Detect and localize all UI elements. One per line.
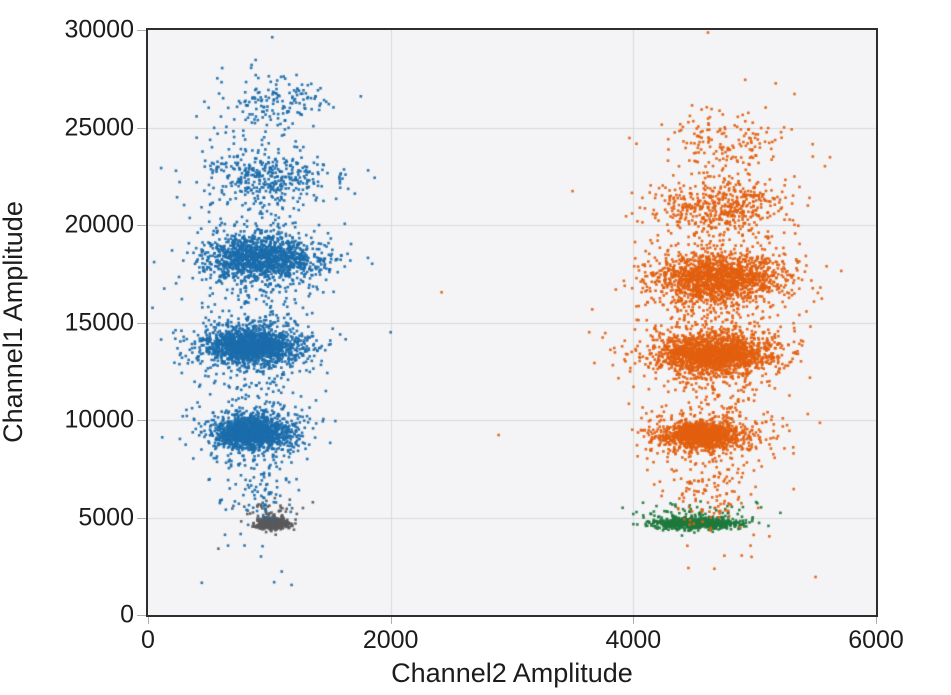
x-tick-mark-2000 xyxy=(390,617,392,624)
x-tick-label-6000: 6000 xyxy=(848,626,904,654)
y-tick-mark-5000 xyxy=(137,517,146,519)
y-tick-mark-15000 xyxy=(137,322,146,324)
x-tick-mark-6000 xyxy=(876,617,877,624)
x-tick-mark-0 xyxy=(148,617,149,624)
y-tick-mark-30000 xyxy=(137,30,146,31)
y-tick-label-0: 0 xyxy=(120,600,134,629)
y-tick-mark-10000 xyxy=(137,420,146,421)
x-tick-label-4000: 4000 xyxy=(605,626,662,654)
x-axis-title: Channel2 Amplitude xyxy=(391,658,633,688)
y-tick-mark-20000 xyxy=(137,225,146,226)
x-tick-mark-4000 xyxy=(633,617,635,624)
plot-area xyxy=(146,28,878,617)
y-tick-label-25000: 25000 xyxy=(64,113,134,141)
scatter-points-canvas xyxy=(148,30,876,615)
y-tick-mark-25000 xyxy=(137,127,146,129)
x-tick-label-2000: 2000 xyxy=(362,626,419,654)
y-tick-label-5000: 5000 xyxy=(78,503,134,531)
x-tick-label-0: 0 xyxy=(141,626,155,654)
y-tick-label-20000: 20000 xyxy=(64,210,134,239)
y-tick-label-30000: 30000 xyxy=(64,15,134,44)
y-tick-label-10000: 10000 xyxy=(64,405,134,434)
y-tick-mark-0 xyxy=(137,615,146,616)
y-tick-label-15000: 15000 xyxy=(64,308,134,336)
